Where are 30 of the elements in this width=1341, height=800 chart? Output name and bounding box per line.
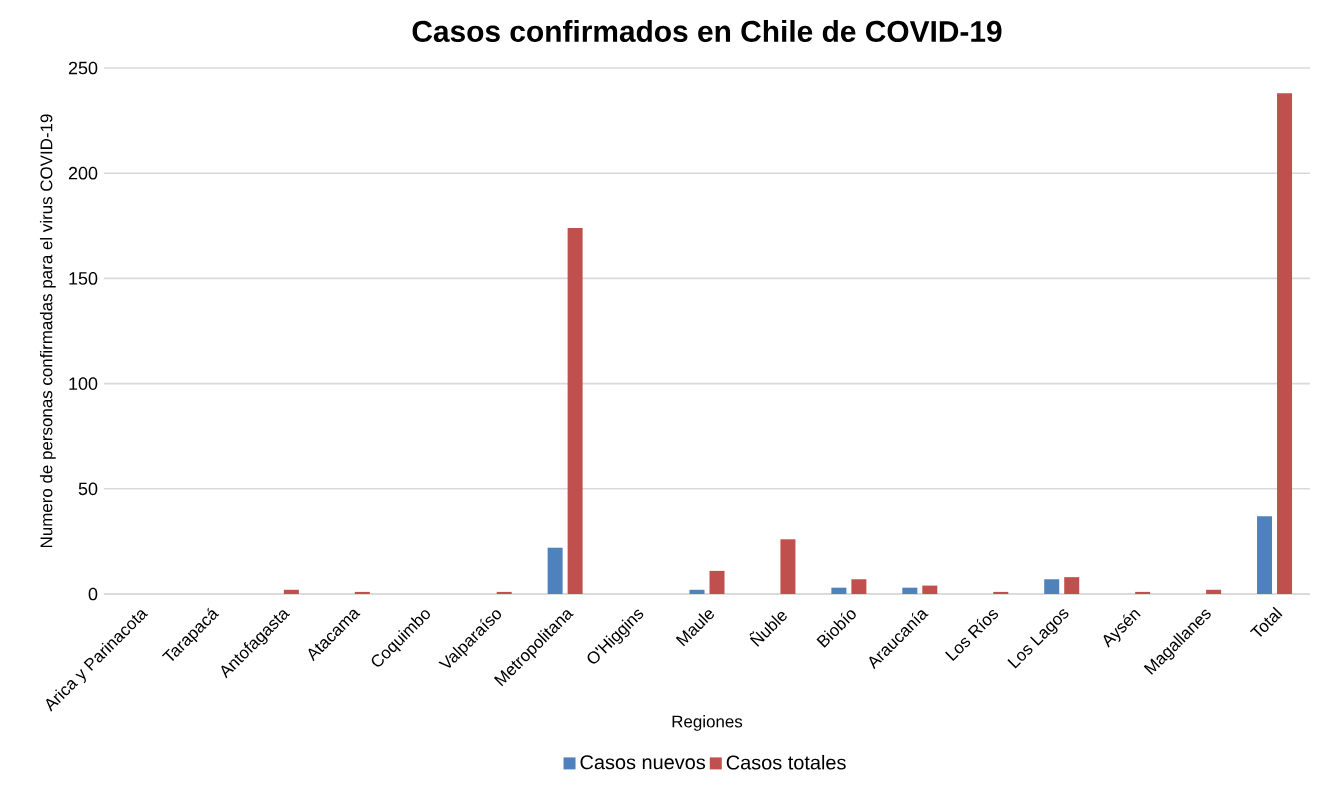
y-tick-label: 200 [68,166,98,180]
chart-title: Casos confirmados en Chile de COVID-19 [412,20,1002,42]
bar [1064,577,1080,594]
bar [1044,579,1060,594]
bar [496,591,512,594]
bar [1206,589,1222,594]
y-tick-label: 0 [88,587,98,601]
bar [283,589,299,594]
legend-label: Casos nuevos [580,755,706,770]
bar [567,227,583,594]
y-tick-label: 100 [69,377,98,390]
bar [547,547,563,594]
bar [1135,591,1151,594]
bar [354,591,370,594]
bar [689,589,705,594]
bar [902,587,918,594]
bar [709,570,725,594]
bar [1277,93,1293,594]
legend-label: Casos totales [726,754,846,770]
bar [851,579,867,594]
y-axis-title: Numero de personas confirmadas para el virus COVID-19 [39,114,56,548]
bar [922,585,938,594]
bar [780,539,796,594]
y-tick-label: 50 [78,482,98,496]
bar [993,591,1009,594]
x-axis-title: Regiones [672,715,743,731]
bar [1257,516,1273,594]
y-tick-label: 150 [69,272,98,285]
y-tick-label: 250 [68,61,98,75]
bar [831,587,847,594]
